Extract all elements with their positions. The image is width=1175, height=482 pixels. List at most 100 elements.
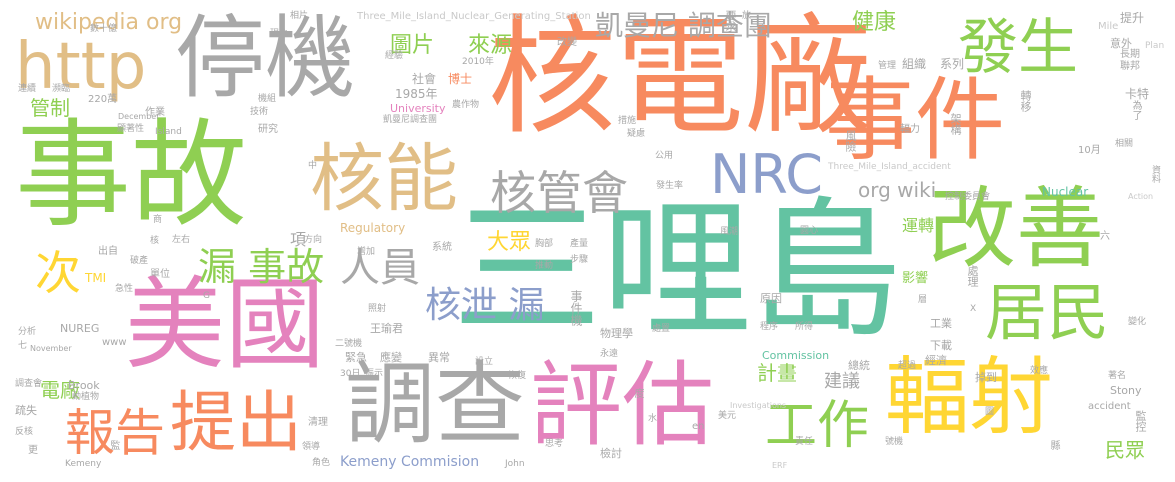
word-xianxiang: 現象: [270, 29, 289, 39]
word-org-wiki: org wiki: [858, 178, 937, 202]
word-lianxu: 連續: [18, 84, 37, 94]
word-tu: 圖: [985, 407, 995, 417]
word-ci: 次: [35, 246, 81, 300]
word-pinshi: 破產: [130, 256, 149, 266]
word-chuzi: 出自: [98, 246, 118, 257]
word-stony: Stony: [1110, 384, 1142, 397]
word-qingli: 清理: [308, 417, 328, 428]
word-kate: 卡特: [1125, 87, 1150, 101]
word-fen: 放: [740, 10, 750, 19]
word-jianyi: 建議: [824, 371, 860, 392]
word-tupian: 圖片: [390, 33, 435, 58]
word-www: www: [102, 337, 127, 348]
word-sandao: 三哩島: [452, 184, 903, 358]
word-fushe: 輻射: [885, 348, 1054, 446]
word-ruyuan: 架構: [949, 113, 962, 135]
word-zeren: 責任: [795, 437, 814, 447]
word-binlin: 瀕臨: [52, 84, 71, 94]
word-shijian: 事件: [825, 68, 1005, 173]
word-cuoshi: 措施: [618, 116, 637, 126]
word-chuli: 處置: [652, 324, 671, 334]
word-fengxian: 風險: [844, 130, 857, 152]
word-guanli: 管理: [878, 61, 897, 71]
word-lianbang: 聯邦: [1120, 61, 1140, 72]
word-yongyuan: 永遠: [600, 349, 619, 359]
word-kemeny-commision: Kemeny Commision: [340, 454, 480, 470]
word-danwei: 單位: [150, 269, 170, 280]
word-erf: ERF: [772, 461, 788, 470]
word-hao: 號機: [885, 437, 904, 447]
word-chanliang: 產量: [570, 239, 589, 249]
word-wuli: 物理學: [600, 327, 633, 340]
word-qi: 七: [18, 341, 28, 351]
word-2010: 2010年: [462, 57, 494, 67]
word-action: Action: [1128, 192, 1154, 201]
word-brook: Brook: [68, 379, 100, 392]
word-fasheng: 發生: [958, 13, 1078, 83]
word-xiang: 項: [290, 230, 307, 249]
word-huifu: 恢復: [508, 371, 527, 381]
word-zhong: 中: [308, 161, 318, 171]
word-10yue: 10月: [1078, 145, 1101, 156]
word-kaimanni: 凱曼尼 調查團: [595, 9, 772, 42]
word-changqi: 長期: [1120, 49, 1140, 60]
word-xiazai: 下載: [930, 339, 952, 352]
word-nongzuowu: 農作物: [452, 100, 480, 110]
word-zhuming: 著名: [1108, 371, 1127, 381]
word-regulatory: Regulatory: [340, 221, 406, 235]
word-tichu: 提出: [170, 384, 302, 461]
word-yingbian: 應變: [380, 351, 402, 364]
word-nrc: NRC: [710, 143, 823, 206]
word-renyuan: 人員: [340, 245, 420, 291]
word-hedianchang: 核電廠: [488, 3, 873, 152]
word-g: G: [203, 291, 210, 301]
word-1985: 1985年: [395, 87, 438, 101]
word-meiyuan: 美元: [718, 411, 737, 421]
word-sikao: 思考: [545, 439, 564, 449]
word-http: http: [15, 30, 147, 104]
word-tmi-station: Three_Mile_Island_Nuclear_Generating_Sta…: [357, 11, 591, 22]
word-pinggu: 評估: [530, 352, 715, 459]
word-zuoye: 作業: [145, 107, 165, 118]
word-diaochahui: 調查會: [15, 379, 43, 389]
word-xiaoguo: 效應: [1030, 366, 1049, 376]
word-diaocha: 調查: [345, 352, 525, 457]
word-keji: 要求: [724, 10, 737, 32]
word-john: John: [505, 459, 525, 469]
word-geng: 更: [28, 445, 38, 456]
word-erhaoji: 二號機: [335, 339, 363, 349]
word-xiangpian: 相片: [290, 11, 309, 21]
word-yili: 疑慮: [627, 129, 646, 139]
word-six: 六: [1100, 231, 1110, 242]
word-guang: 為了: [1130, 100, 1141, 120]
word-jiqi: 機組: [258, 94, 277, 104]
word-en: en: [692, 421, 705, 432]
word-nuclear: Nuclear: [1042, 185, 1089, 199]
word-jixing: 急性: [115, 284, 134, 294]
word-bianji: 監控: [1134, 410, 1147, 432]
word-shehui: 社會: [412, 72, 437, 86]
word-yuanxin: 圓心: [800, 226, 819, 236]
word-yiwai: 意外: [1110, 37, 1132, 50]
word-meiguo: 美國: [125, 266, 325, 383]
word-guanzhi: 管制: [30, 96, 70, 120]
word-jingyan: 經驗: [385, 51, 404, 61]
word-zongtong: 總統: [848, 359, 870, 372]
word-fenxi: 分析: [18, 327, 37, 337]
word-xiangguan: 相關: [1115, 139, 1134, 149]
word-suode: 所得: [795, 322, 814, 332]
word-ceng: 層: [918, 295, 928, 305]
word-tingji: 停機: [175, 6, 355, 111]
word-xunlian: 處理: [966, 265, 979, 287]
word-nureg: NUREG: [60, 322, 100, 335]
word-dianchang: 電廠: [40, 378, 80, 402]
word-zhongyu: 步驟: [570, 255, 589, 265]
word-zhaoshe: 照射: [368, 304, 387, 314]
word-shigu: 事故: [15, 108, 247, 243]
word-fengchao: 風潮: [720, 227, 739, 237]
word-shui: 水: [648, 414, 658, 424]
word-november: November: [30, 344, 72, 353]
word-laiyuan: 來源: [468, 33, 513, 58]
word-baogao: 報告: [65, 404, 165, 462]
word-plan: Plan: [1145, 41, 1165, 51]
